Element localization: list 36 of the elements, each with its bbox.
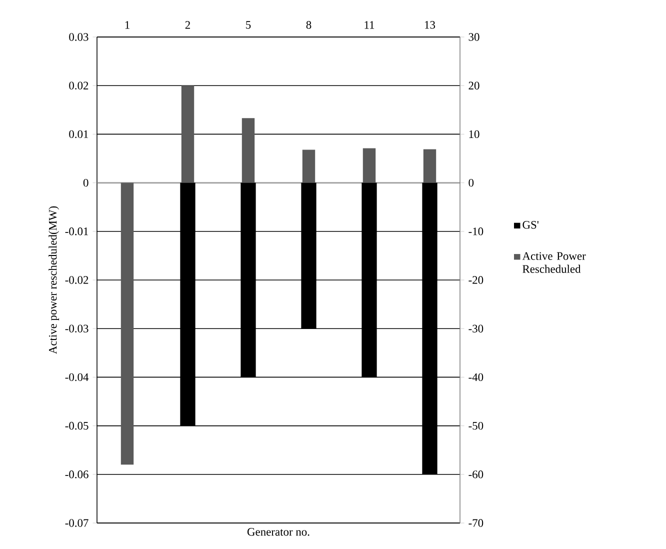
bar — [120, 182, 134, 465]
y-axis-title: Active power rescheduled(MW) — [48, 206, 60, 354]
y-tick-label: -0.05 — [65, 422, 88, 430]
y2-tick-label: 20 — [468, 82, 480, 90]
y2-tick-label: -60 — [468, 470, 484, 478]
y-tick-label: 0.01 — [69, 130, 88, 138]
y-tick-label: 0 — [83, 178, 88, 187]
y-tick-label: -0.06 — [65, 470, 88, 478]
y-tick-label: -0.02 — [65, 276, 88, 284]
y2-tick-label: 0 — [468, 178, 474, 187]
x-axis-title: Generator no. — [247, 528, 310, 536]
x-tick-label: 8 — [306, 21, 312, 29]
y2-tick-label: -70 — [468, 519, 484, 527]
bar — [362, 148, 376, 183]
y-tick-label: -0.03 — [65, 324, 88, 332]
y-tick-label: 0.03 — [69, 33, 88, 41]
y-tick-label: -0.01 — [65, 228, 88, 236]
x-tick-label: 11 — [364, 21, 374, 29]
bar — [423, 149, 436, 183]
y2-tick-label: -30 — [468, 324, 484, 332]
x-tick-label: 13 — [425, 21, 436, 29]
x-tick-label: 2 — [185, 21, 190, 29]
y2-tick-label: -50 — [468, 422, 484, 430]
y2-tick-label: -40 — [468, 373, 484, 382]
x-tick-label: 1 — [125, 21, 130, 29]
y-tick-label: -0.04 — [65, 373, 89, 382]
legend-label: GS' — [522, 221, 538, 229]
y2-tick-label: 30 — [468, 33, 480, 41]
y-tick-label: -0.07 — [65, 519, 88, 527]
x-tick-label: 5 — [246, 21, 251, 29]
y-tick-label: 0.02 — [69, 82, 88, 90]
y2-tick-label: -10 — [468, 228, 484, 236]
y2-tick-label: -20 — [468, 276, 484, 284]
bar — [302, 150, 316, 183]
legend-label: Active Power Rescheduled — [522, 252, 586, 273]
y2-tick-label: 10 — [469, 130, 480, 138]
